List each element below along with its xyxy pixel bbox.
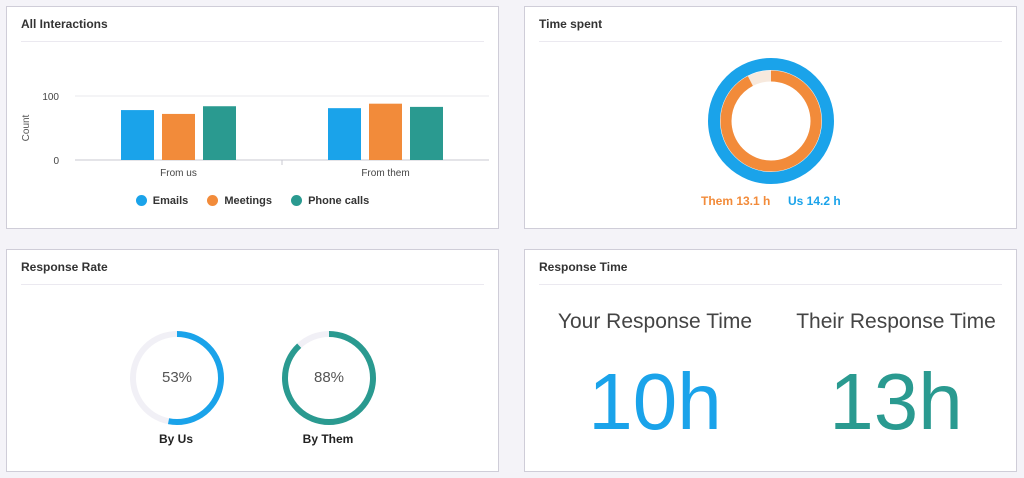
y-axis-label: Count xyxy=(21,114,32,141)
legend-item-phone-calls[interactable]: Phone calls xyxy=(291,195,369,207)
by-them-label: By Them xyxy=(302,432,354,446)
by-them-gauge[interactable]: 88% xyxy=(279,328,379,428)
response-time-card: Response Time Your Response Time 10h The… xyxy=(524,249,1017,472)
time-spent-card: Time spent Them 13.1 h Us 14.2 h xyxy=(524,6,1017,229)
y-tick-label: 100 xyxy=(42,92,59,103)
their-response-value: 13h xyxy=(829,357,963,446)
by-us-percent: 53% xyxy=(161,369,193,386)
us-label: Us 14.2 h xyxy=(788,194,841,208)
divider xyxy=(21,284,484,285)
legend-item-meetings[interactable]: Meetings xyxy=(207,195,272,207)
your-response-value: 10h xyxy=(588,357,722,446)
emails-dot-icon xyxy=(135,195,147,207)
bar-emails xyxy=(121,110,154,160)
response-rate-card: Response Rate 53% 88% xyxy=(6,249,499,472)
divider xyxy=(21,41,484,42)
chart-legend: Emails Meetings Phone calls xyxy=(7,195,498,207)
phone-calls-dot-icon xyxy=(291,195,303,207)
legend-item-emails[interactable]: Emails xyxy=(135,195,189,208)
divider xyxy=(539,284,1002,285)
us-ring xyxy=(708,58,834,184)
card-title: Time spent xyxy=(539,17,603,31)
them-label: Them 13.1 h xyxy=(701,194,771,208)
bar-meetings xyxy=(369,103,402,160)
legend-label: Emails xyxy=(152,195,189,208)
bar-emails xyxy=(328,108,361,160)
bar-phone-calls xyxy=(203,106,236,160)
legend-label: Phone calls xyxy=(308,195,370,208)
by-us-label: By Us xyxy=(158,432,193,446)
divider xyxy=(539,41,1002,42)
x-tick-label: From us xyxy=(160,168,197,179)
legend-label: Meetings xyxy=(224,195,272,208)
gauge-arc xyxy=(130,331,224,425)
meetings-dot-icon xyxy=(207,195,219,207)
bar-phone-calls xyxy=(410,106,443,160)
card-title: Response Rate xyxy=(21,260,108,274)
time-spent-donut[interactable] xyxy=(701,51,841,191)
all-interactions-card: All Interactions 0 100 Count From us From th… xyxy=(6,6,499,229)
bar-meetings xyxy=(162,113,195,160)
them-ring xyxy=(720,70,822,172)
x-tick-label: From them xyxy=(361,168,409,179)
card-title: All Interactions xyxy=(21,17,108,31)
card-title: Response Time xyxy=(539,260,628,274)
gauge-arc xyxy=(282,331,376,425)
your-response-heading: Your Response Time xyxy=(557,310,753,333)
by-them-percent: 88% xyxy=(313,369,345,386)
their-response-heading: Their Response Time xyxy=(796,310,996,333)
interactions-bar-chart: 0 100 Count From us From them xyxy=(21,92,489,179)
y-tick-label: 0 xyxy=(53,156,59,167)
by-us-gauge[interactable]: 53% xyxy=(127,328,227,428)
